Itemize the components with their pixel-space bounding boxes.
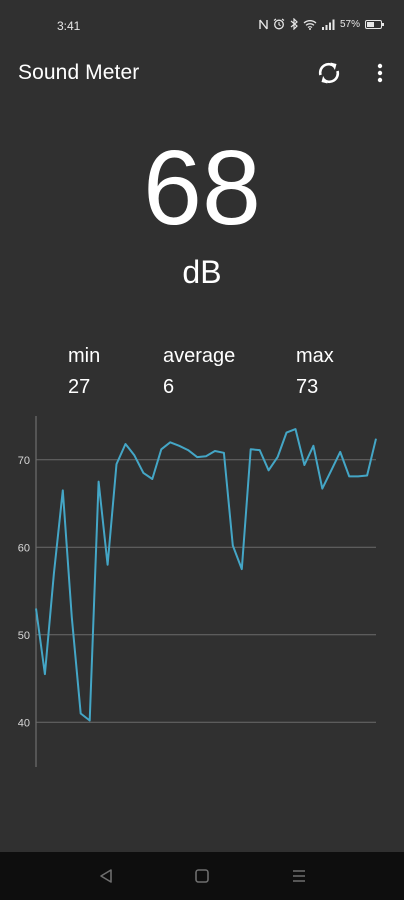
stat-min: min 27	[68, 344, 100, 399]
app-title: Sound Meter	[18, 61, 140, 84]
stat-min-value: 27	[68, 376, 91, 398]
home-icon	[195, 869, 209, 883]
status-bar: 3:41 57%	[0, 0, 404, 46]
stat-average: average 6	[163, 344, 235, 399]
stat-average-label: average	[163, 345, 236, 367]
battery-level	[367, 21, 375, 27]
decibel-series-line	[35, 428, 377, 722]
y-tick-label: 60	[18, 542, 30, 554]
status-time: 3:41	[57, 19, 81, 33]
decibel-value: 68	[143, 129, 261, 247]
more-vert-icon	[377, 63, 383, 83]
battery-icon	[365, 19, 384, 29]
decibel-unit: dB	[182, 254, 222, 290]
nfc-icon	[259, 19, 268, 30]
decibel-history-chart: 40 50 60 70	[18, 416, 377, 767]
system-nav-bar	[0, 852, 404, 900]
app-bar: Sound Meter	[0, 48, 404, 100]
back-button[interactable]	[94, 864, 118, 888]
stat-max: max 73	[296, 344, 334, 399]
stat-max-label: max	[296, 345, 334, 367]
status-icons: 57%	[259, 16, 384, 32]
y-tick-label: 40	[18, 717, 30, 729]
recents-icon	[293, 870, 305, 882]
stat-min-label: min	[68, 345, 101, 367]
home-button[interactable]	[190, 864, 214, 888]
battery-percent: 57%	[339, 18, 360, 30]
more-options-button[interactable]	[366, 56, 394, 90]
stat-average-value: 6	[163, 376, 175, 398]
y-tick-label: 70	[18, 455, 30, 467]
back-icon	[100, 869, 112, 883]
stat-max-value: 73	[296, 376, 319, 398]
recents-button[interactable]	[287, 864, 311, 888]
signal-icon	[321, 19, 335, 30]
alarm-icon	[273, 18, 285, 30]
refresh-icon	[318, 62, 340, 84]
refresh-button[interactable]	[312, 56, 346, 90]
bluetooth-icon	[290, 18, 298, 30]
wifi-icon	[303, 19, 317, 30]
y-tick-label: 50	[18, 630, 30, 642]
